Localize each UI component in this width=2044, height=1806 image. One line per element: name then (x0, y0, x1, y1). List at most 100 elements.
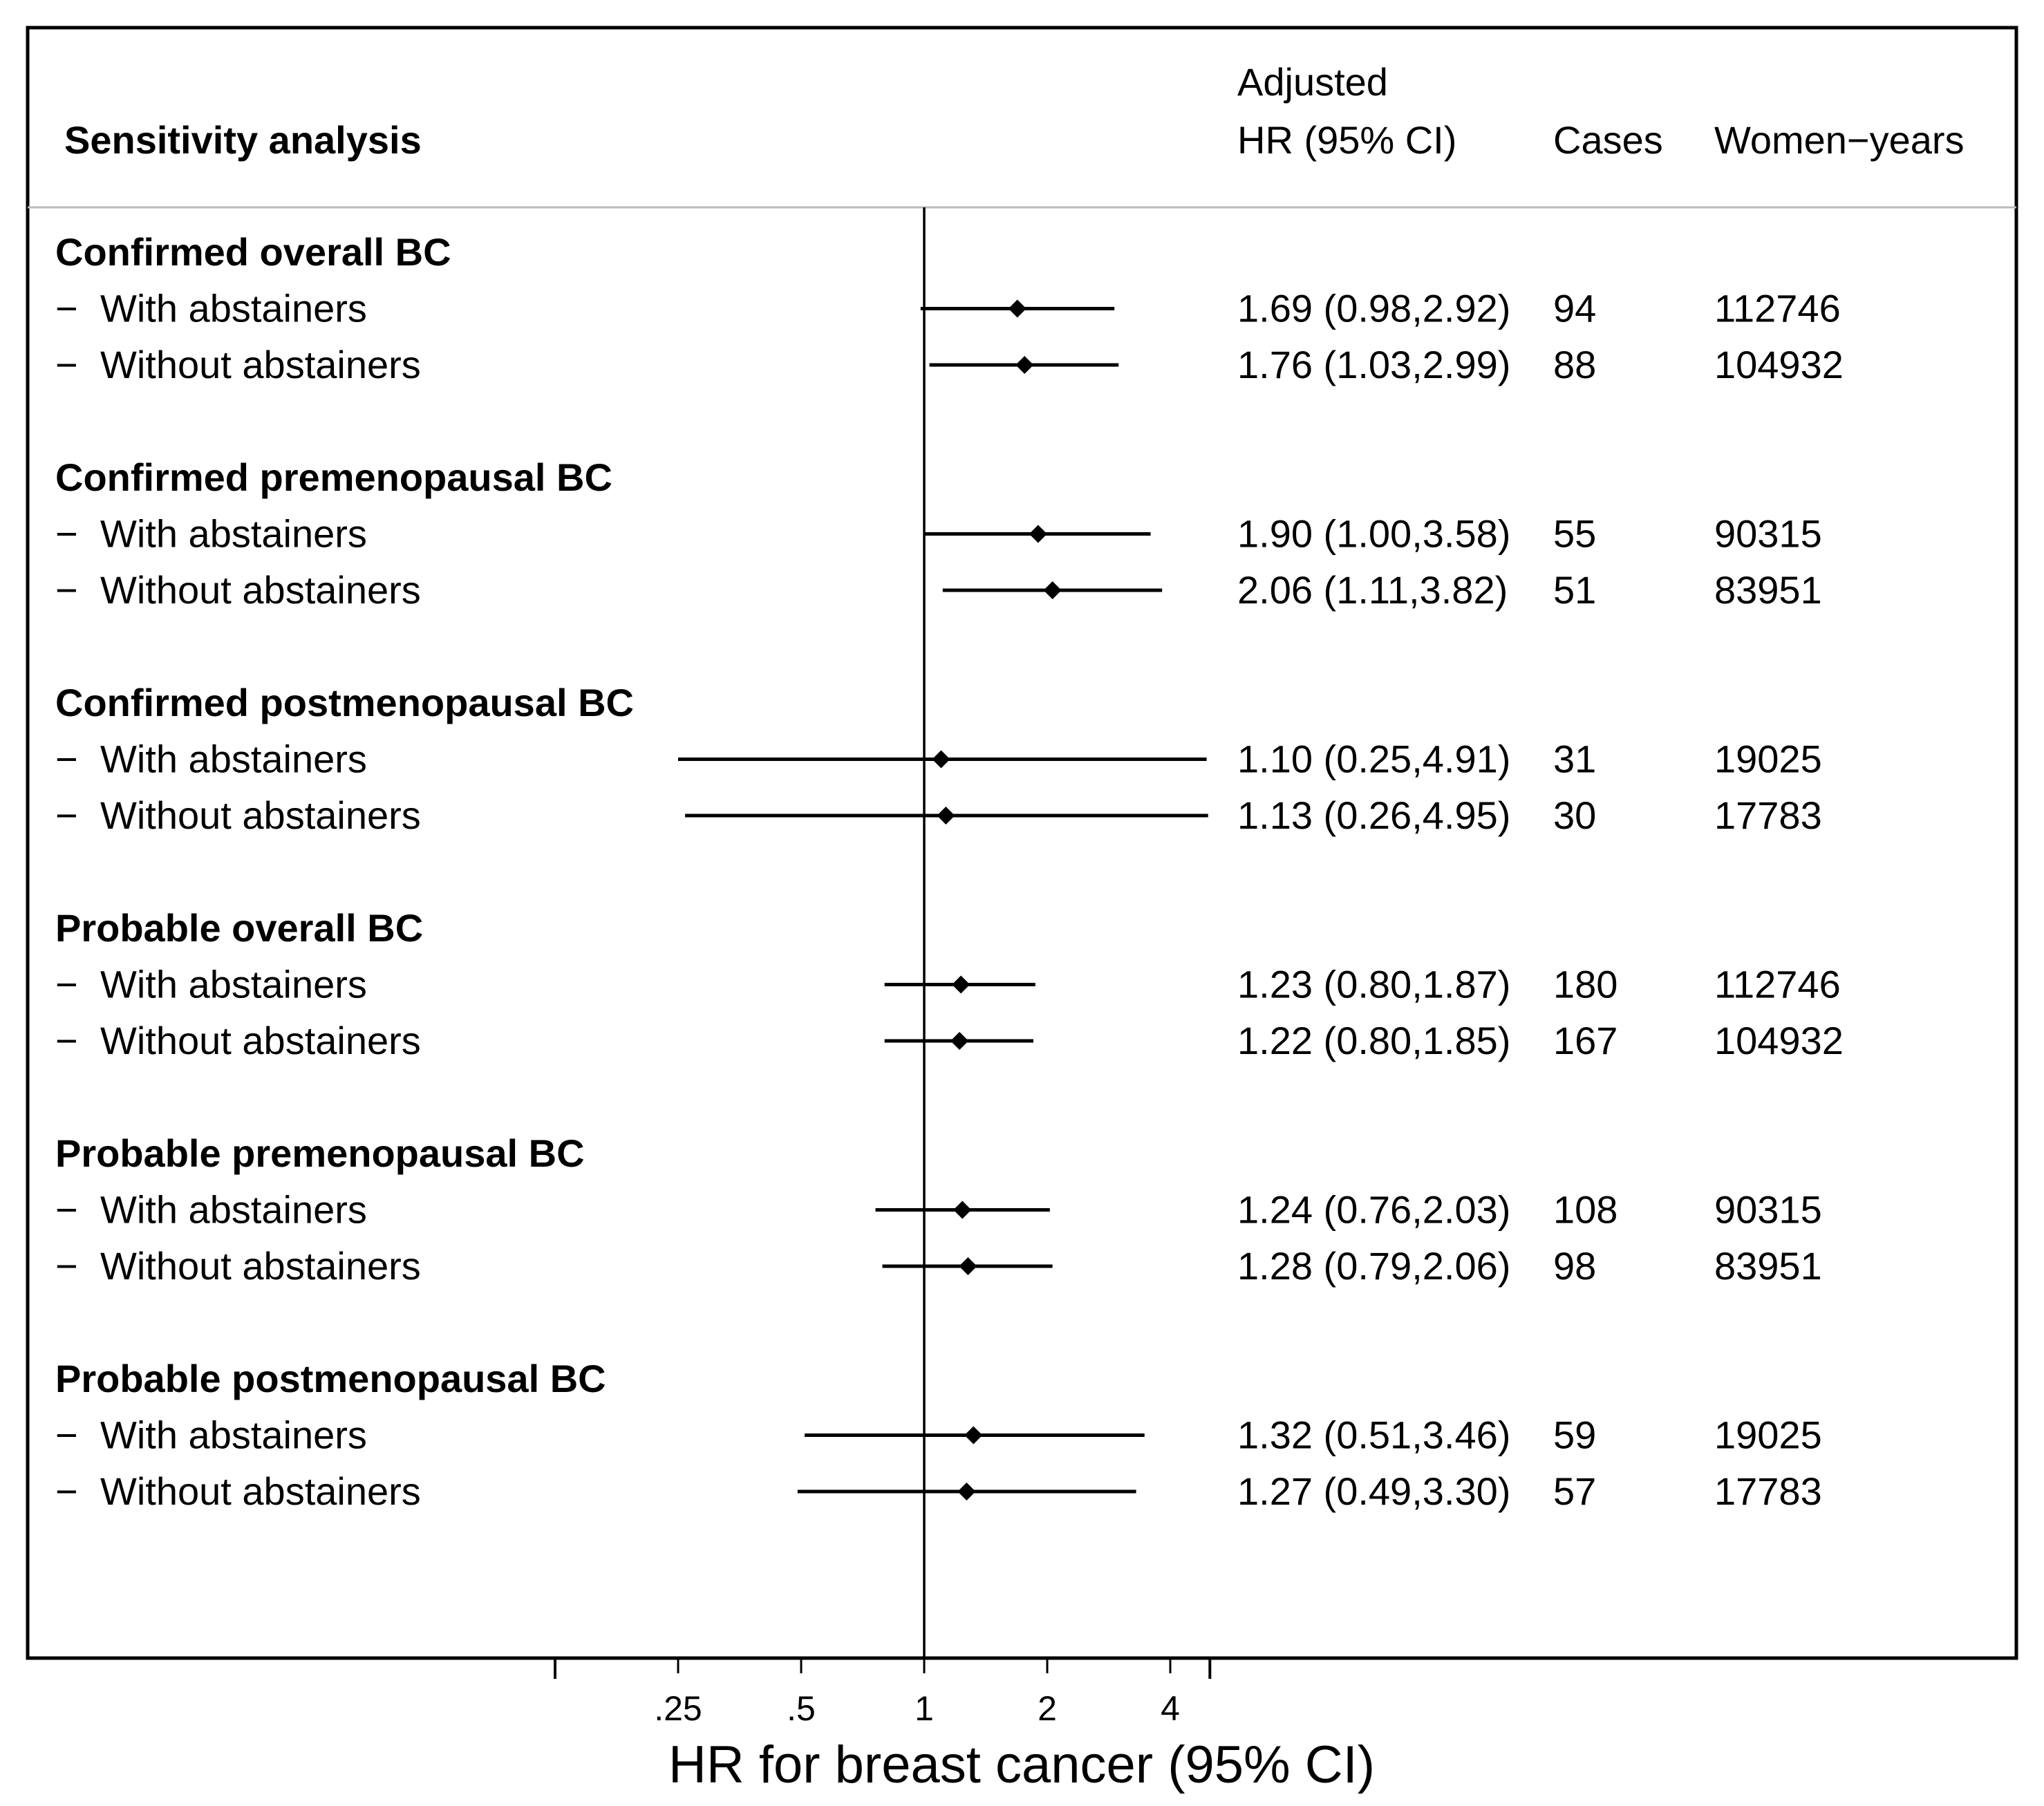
row-marker: − (55, 568, 78, 612)
women-years-value: 19025 (1714, 1413, 1822, 1457)
frame-border (26, 26, 2018, 1660)
women-years-value: 104932 (1714, 1019, 1844, 1062)
cases-value: 167 (1553, 1019, 1618, 1062)
hr-point (1015, 356, 1034, 374)
hr-ci-value: 2.06 (1.11,3.82) (1237, 568, 1508, 612)
cases-value: 55 (1553, 512, 1596, 556)
tick-label: 1 (915, 1689, 934, 1728)
hr-ci-value: 1.23 (0.80,1.87) (1237, 963, 1510, 1006)
cases-value: 57 (1553, 1469, 1596, 1513)
table-row: − With abstainers 1.10 (0.25,4.91) 31 19025 (55, 737, 1822, 781)
table-row: − With abstainers 1.69 (0.98,2.92) 94 112746 (55, 287, 1841, 330)
row-marker: − (55, 343, 78, 386)
hr-ci-value: 1.24 (0.76,2.03) (1237, 1188, 1510, 1232)
tick-label: .5 (787, 1689, 816, 1728)
women-years-value: 112746 (1714, 287, 1841, 330)
hr-point (952, 975, 971, 994)
header-sensitivity-analysis: Sensitivity analysis (64, 118, 422, 162)
hr-point (1008, 299, 1026, 318)
header-cases: Cases (1553, 118, 1663, 162)
row-marker: − (55, 963, 78, 1006)
cases-value: 30 (1553, 793, 1596, 837)
hr-point (1043, 581, 1062, 599)
row-label: With abstainers (100, 512, 367, 556)
cases-value: 94 (1553, 287, 1596, 330)
group: Probable overall BC − With abstainers 1.23 … (55, 906, 1844, 1062)
table-row: − Without abstainers 2.06 (1.11,3.82) 51 839… (55, 568, 1822, 612)
row-marker: − (55, 793, 78, 837)
tick-label: 4 (1161, 1689, 1180, 1728)
tick-label: 2 (1038, 1689, 1057, 1728)
hr-point (932, 750, 950, 769)
table-row: − Without abstainers 1.76 (1.03,2.99) 88 104… (55, 343, 1844, 386)
women-years-value: 104932 (1714, 343, 1844, 386)
hr-ci-value: 1.13 (0.26,4.95) (1237, 793, 1510, 837)
cases-value: 51 (1553, 568, 1596, 612)
table-row: − Without abstainers 1.22 (0.80,1.85) 167 10… (55, 1019, 1844, 1062)
hr-point (953, 1201, 972, 1219)
row-label: Without abstainers (100, 1244, 421, 1288)
group-label: Confirmed premenopausal BC (55, 455, 612, 499)
row-marker: − (55, 737, 78, 781)
table-body: Confirmed overall BC− With abstainers 1.69… (55, 230, 1844, 1513)
row-label: Without abstainers (100, 793, 421, 837)
row-label: With abstainers (100, 1413, 367, 1457)
hr-point (950, 1032, 969, 1050)
hr-point (964, 1426, 983, 1445)
header-hr-ci: HR (95% CI) (1237, 118, 1456, 162)
table-row: − With abstainers 1.24 (0.76,2.03) 108 90315 (55, 1188, 1822, 1232)
hr-ci-value: 1.90 (1.00,3.58) (1237, 512, 1510, 556)
cases-value: 88 (1553, 343, 1596, 386)
hr-point (1029, 525, 1047, 543)
table-row: − With abstainers 1.23 (0.80,1.87) 180 11274… (55, 963, 1841, 1006)
table-row: − Without abstainers 1.28 (0.79,2.06) 98 839… (55, 1244, 1822, 1288)
hr-ci-value: 1.32 (0.51,3.46) (1237, 1413, 1510, 1457)
women-years-value: 17783 (1714, 793, 1822, 837)
row-marker: − (55, 512, 78, 556)
table-row: − Without abstainers 1.27 (0.49,3.30) 57 177… (55, 1469, 1822, 1513)
hr-ci-value: 1.27 (0.49,3.30) (1237, 1469, 1510, 1513)
row-label: Without abstainers (100, 1469, 421, 1513)
row-marker: − (55, 1469, 78, 1513)
row-marker: − (55, 1019, 78, 1062)
cases-value: 98 (1553, 1244, 1596, 1288)
women-years-value: 17783 (1714, 1469, 1822, 1513)
hr-point (937, 807, 955, 825)
women-years-value: 83951 (1714, 1244, 1822, 1288)
cases-value: 180 (1553, 963, 1618, 1006)
header-women-years: Women−years (1714, 118, 1965, 162)
header-adjusted: Adjusted (1237, 60, 1388, 104)
x-axis: .25 .5 1 2 4 HR for breast cancer (95% CI) (554, 1658, 1375, 1794)
group: Probable premenopausal BC − With abstainer… (55, 1131, 1822, 1288)
row-label: With abstainers (100, 963, 367, 1006)
row-label: Without abstainers (100, 568, 421, 612)
cases-value: 31 (1553, 737, 1596, 781)
plot-frame (26, 26, 2018, 1660)
row-label: With abstainers (100, 1188, 367, 1232)
group-label: Probable overall BC (55, 906, 423, 950)
cases-value: 108 (1553, 1188, 1618, 1232)
tick-label: .25 (654, 1689, 702, 1728)
women-years-value: 90315 (1714, 512, 1822, 556)
row-marker: − (55, 1244, 78, 1288)
hr-ci-value: 1.28 (0.79,2.06) (1237, 1244, 1510, 1288)
hr-ci-value: 1.22 (0.80,1.85) (1237, 1019, 1510, 1062)
group-label: Confirmed postmenopausal BC (55, 681, 634, 724)
row-label: Without abstainers (100, 1019, 421, 1062)
hr-point (959, 1257, 977, 1275)
group: Confirmed premenopausal BC − With abstaine… (55, 455, 1822, 612)
group-label: Probable postmenopausal BC (55, 1357, 606, 1400)
row-marker: − (55, 1188, 78, 1232)
women-years-value: 90315 (1714, 1188, 1822, 1232)
row-marker: − (55, 287, 78, 330)
women-years-value: 19025 (1714, 737, 1822, 781)
hr-ci-value: 1.10 (0.25,4.91) (1237, 737, 1510, 781)
women-years-value: 83951 (1714, 568, 1822, 612)
women-years-value: 112746 (1714, 963, 1841, 1006)
group: Confirmed overall BC − With abstainers 1.69… (55, 230, 1844, 386)
table-row: − With abstainers 1.90 (1.00,3.58) 55 90315 (55, 512, 1822, 556)
row-label: With abstainers (100, 737, 367, 781)
table-row: − Without abstainers 1.13 (0.26,4.95) 30 177… (55, 793, 1822, 837)
group: Probable postmenopausal BC − With abstaine… (55, 1357, 1822, 1513)
